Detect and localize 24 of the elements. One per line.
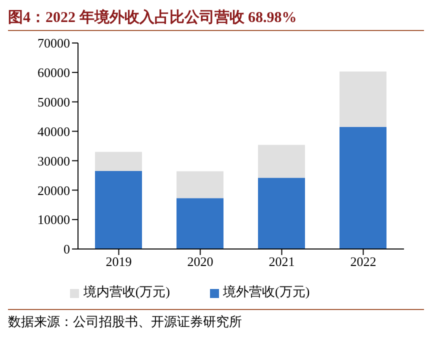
legend-label: 境内营收(万元)	[83, 284, 170, 299]
y-tick-label: 20000	[38, 182, 70, 198]
bar	[95, 171, 142, 249]
source-note: 数据来源：公司招股书、开源证券研究所	[8, 309, 424, 331]
bar	[340, 126, 386, 249]
bar	[95, 152, 142, 172]
legend-label: 境外营收(万元)	[223, 284, 310, 299]
y-tick-label: 60000	[38, 65, 70, 80]
bar	[176, 198, 224, 249]
y-tick-label: 10000	[38, 212, 70, 228]
chart-title: 图4：2022 年境外收入占比公司营收 68.98%	[8, 8, 424, 31]
y-tick-label: 0	[64, 242, 70, 257]
y-tick-label: 70000	[38, 36, 70, 51]
x-tick-label: 2019	[106, 254, 132, 270]
y-tick-label: 50000	[38, 94, 70, 110]
bar	[258, 144, 305, 178]
bar	[258, 178, 305, 249]
y-tick-label: 40000	[38, 124, 70, 139]
bar	[340, 72, 386, 127]
x-tick-label: 2021	[268, 254, 295, 270]
y-tick-label: 30000	[38, 153, 70, 168]
bar	[176, 171, 224, 198]
x-tick-label: 2022	[350, 254, 376, 270]
x-tick-label: 2020	[187, 254, 214, 270]
